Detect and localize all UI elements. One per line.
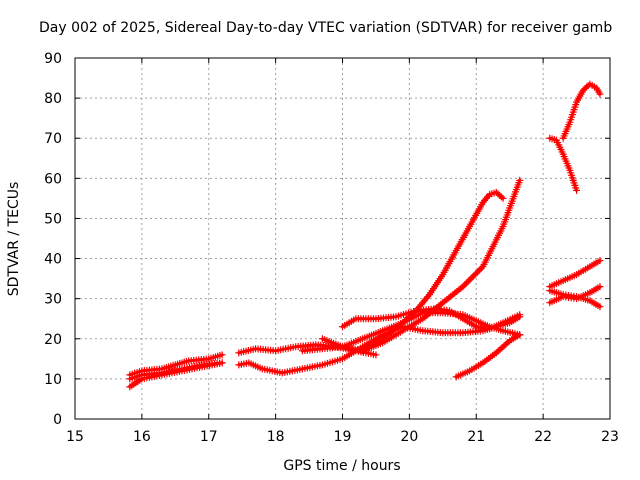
series-sat-m [546,257,604,291]
series-point-markers [452,331,524,381]
y-tick-label: 10 [44,372,62,388]
series-point-markers [559,80,604,142]
series-sat-f [298,188,507,355]
y-tick-label: 20 [44,332,62,348]
x-tick-label: 18 [267,429,285,445]
series-sat-c [126,359,226,383]
y-tick-label: 50 [44,211,62,227]
series-point-markers [339,305,524,333]
series-sat-n [546,134,581,194]
x-tick-label: 16 [133,429,151,445]
y-tick-label: 70 [44,131,62,147]
series-point-markers [546,134,581,194]
axis-ticks: 15 16 17 18 19 20 21 22 23 0 10 20 30 40 50 60 70 80 90 [44,51,619,445]
series-point-markers [126,359,226,383]
y-tick-label: 30 [44,292,62,308]
y-tick-label: 90 [44,51,62,67]
series-point-markers [359,176,524,355]
series-sat-h [359,176,524,355]
grid [75,58,610,419]
x-tick-label: 17 [200,429,218,445]
y-tick-label: 80 [44,91,62,107]
y-axis-label: SDTVAR / TECUs [6,182,22,297]
series-sat-i [339,305,524,333]
series-sat-b [126,351,226,379]
series-layer [126,80,604,391]
y-tick-label: 40 [44,252,62,268]
x-axis-label: GPS time / hours [283,458,400,474]
x-tick-label: 20 [400,429,418,445]
x-tick-label: 19 [334,429,352,445]
series-sat-o [559,80,604,142]
series-sat-j [452,331,524,381]
y-tick-label: 60 [44,171,62,187]
chart-title: Day 002 of 2025, Sidereal Day-to-day VTE… [39,20,612,36]
x-tick-label: 15 [66,429,84,445]
y-tick-label: 0 [53,412,62,428]
series-point-markers [546,257,604,291]
x-tick-label: 22 [534,429,552,445]
x-tick-label: 21 [467,429,485,445]
series-point-markers [126,351,226,379]
series-sat-l [546,283,604,307]
x-tick-label: 23 [601,429,619,445]
series-point-markers [546,283,604,307]
